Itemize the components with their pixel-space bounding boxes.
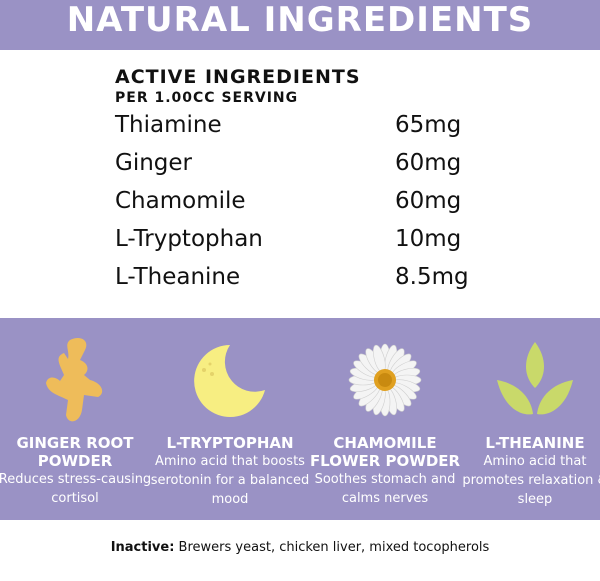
panel-title: ACTIVE INGREDIENTS <box>115 66 361 88</box>
page-title: NATURAL INGREDIENTS <box>66 0 534 40</box>
feature-name: GINGER ROOT POWDER <box>16 434 134 470</box>
panel-subtitle: PER 1.00CC SERVING <box>115 90 299 106</box>
inactive-ingredients: Inactive: Brewers yeast, chicken liver, … <box>0 540 600 555</box>
leaves-icon <box>497 342 573 415</box>
ingredient-amount: 60mg <box>395 150 462 176</box>
inactive-label: Inactive: <box>110 540 175 555</box>
daisy-flower-icon <box>348 343 422 417</box>
ingredient-row: Ginger 60mg <box>115 144 495 182</box>
feature-desc: Soothes stomach and calms nerves <box>314 472 456 506</box>
feature-name: CHAMOMILE FLOWER POWDER <box>309 434 461 470</box>
feature-desc: Amino acid that boosts serotonin for a b… <box>150 454 310 507</box>
ingredient-name: Thiamine <box>115 112 222 138</box>
feature-desc: Reduces stress-causing cortisol <box>0 472 152 506</box>
feature-ginger: GINGER ROOT POWDER Reduces stress-causin… <box>0 332 155 508</box>
ingredients-panel: ACTIVE INGREDIENTS PER 1.00CC SERVING Th… <box>115 66 495 296</box>
ingredient-row: Thiamine 65mg <box>115 106 495 144</box>
feature-theanine: L-THEANINE Amino acid that promotes rela… <box>455 332 600 509</box>
feature-desc: Amino acid that promotes relaxation & sl… <box>462 454 600 507</box>
ingredient-row: Chamomile 60mg <box>115 182 495 220</box>
feature-tryptophan: L-TRYPTOPHAN Amino acid that boosts sero… <box>150 332 310 509</box>
feature-chamomile: CHAMOMILE FLOWER POWDER Soothes stomach … <box>305 332 465 508</box>
feature-name: L-THEANINE <box>485 434 585 452</box>
moon-icon <box>194 345 265 417</box>
ingredient-name: Ginger <box>115 150 192 176</box>
ginger-root-icon <box>46 338 103 422</box>
ingredient-name: Chamomile <box>115 188 246 214</box>
ingredient-amount: 60mg <box>395 188 462 214</box>
header-banner: NATURAL INGREDIENTS <box>0 0 600 50</box>
ingredient-row: L-Tryptophan 10mg <box>115 220 495 258</box>
ingredient-name: L-Tryptophan <box>115 226 263 252</box>
inactive-text: Brewers yeast, chicken liver, mixed toco… <box>174 540 490 555</box>
ingredient-amount: 65mg <box>395 112 462 138</box>
feature-name: L-TRYPTOPHAN <box>166 434 294 452</box>
features-band: GINGER ROOT POWDER Reduces stress-causin… <box>0 318 600 520</box>
ingredient-row: L-Theanine 8.5mg <box>115 258 495 296</box>
ingredient-amount: 8.5mg <box>395 264 469 290</box>
ingredient-name: L-Theanine <box>115 264 241 290</box>
ingredient-amount: 10mg <box>395 226 462 252</box>
